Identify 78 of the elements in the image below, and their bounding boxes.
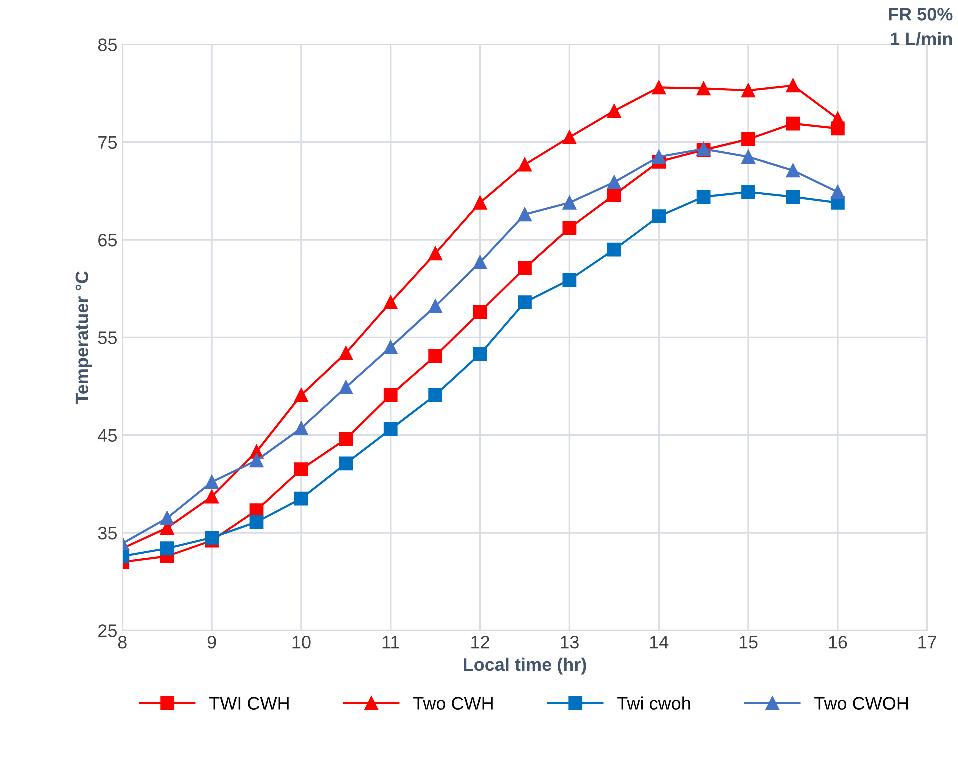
legend-label: Two CWH <box>414 697 493 710</box>
y-tick-label: 25 <box>98 624 118 638</box>
x-tick-label: 13 <box>561 636 579 649</box>
point <box>294 388 308 402</box>
point <box>384 422 398 436</box>
point <box>830 112 845 126</box>
x-tick-label: 16 <box>829 636 848 649</box>
point <box>786 116 800 131</box>
point <box>294 422 308 436</box>
y-axis-title: Temperatuer °C <box>76 272 92 404</box>
point <box>696 82 711 96</box>
point <box>696 190 711 204</box>
point <box>518 208 532 222</box>
point <box>652 210 666 224</box>
point <box>339 346 354 360</box>
x-tick-label: 10 <box>292 636 311 649</box>
point <box>607 188 622 202</box>
point <box>562 130 577 144</box>
point <box>607 104 622 118</box>
point <box>294 492 308 506</box>
point <box>786 164 800 178</box>
point <box>742 84 756 98</box>
point <box>830 185 845 200</box>
x-axis-title: Local time (hr) <box>464 658 586 675</box>
point <box>473 196 488 210</box>
point <box>562 196 577 210</box>
point <box>384 388 398 402</box>
point <box>294 462 308 476</box>
point <box>205 490 219 504</box>
point <box>473 256 488 270</box>
y-tick-label: 65 <box>98 234 118 247</box>
point <box>339 456 354 471</box>
x-tick-label: 14 <box>650 636 669 649</box>
point <box>518 296 532 310</box>
x-tick-label: 12 <box>472 636 490 649</box>
point <box>339 432 354 446</box>
point <box>742 185 756 200</box>
point <box>250 454 264 468</box>
x-tick-label: 9 <box>208 636 216 649</box>
legend-label: Twi cwoh <box>618 696 690 710</box>
point <box>607 175 622 190</box>
point <box>160 542 174 556</box>
point <box>473 347 488 362</box>
legend-label: Two CWOH <box>814 697 908 710</box>
point <box>652 150 666 164</box>
point <box>518 261 532 276</box>
point <box>786 190 800 204</box>
point <box>562 273 577 288</box>
point <box>428 349 443 364</box>
x-tick-label: 8 <box>118 636 127 649</box>
point <box>428 388 443 402</box>
point <box>742 150 756 164</box>
point <box>428 299 443 314</box>
point <box>250 515 264 530</box>
point <box>384 340 398 354</box>
point <box>473 305 488 320</box>
point <box>518 158 532 172</box>
point <box>562 221 577 236</box>
point <box>652 80 666 95</box>
point <box>384 296 398 310</box>
x-tick-label: 11 <box>382 636 400 649</box>
point <box>742 132 756 146</box>
point <box>786 78 800 93</box>
point <box>160 511 174 526</box>
x-tick-label: 15 <box>740 636 758 649</box>
y-tick-label: 55 <box>98 332 118 344</box>
annotation: FR 50% 1 L/min <box>889 8 953 46</box>
legend-label: TWI CWH <box>210 697 289 710</box>
y-tick-label: 45 <box>98 429 118 442</box>
x-tick-label: 17 <box>918 636 936 649</box>
point <box>205 530 219 545</box>
point <box>339 380 354 394</box>
point <box>607 242 622 257</box>
point <box>205 475 219 490</box>
y-tick-label: 35 <box>98 526 118 540</box>
y-tick-label: 75 <box>98 136 118 150</box>
point <box>428 246 443 261</box>
y-tick-label: 85 <box>98 38 118 52</box>
